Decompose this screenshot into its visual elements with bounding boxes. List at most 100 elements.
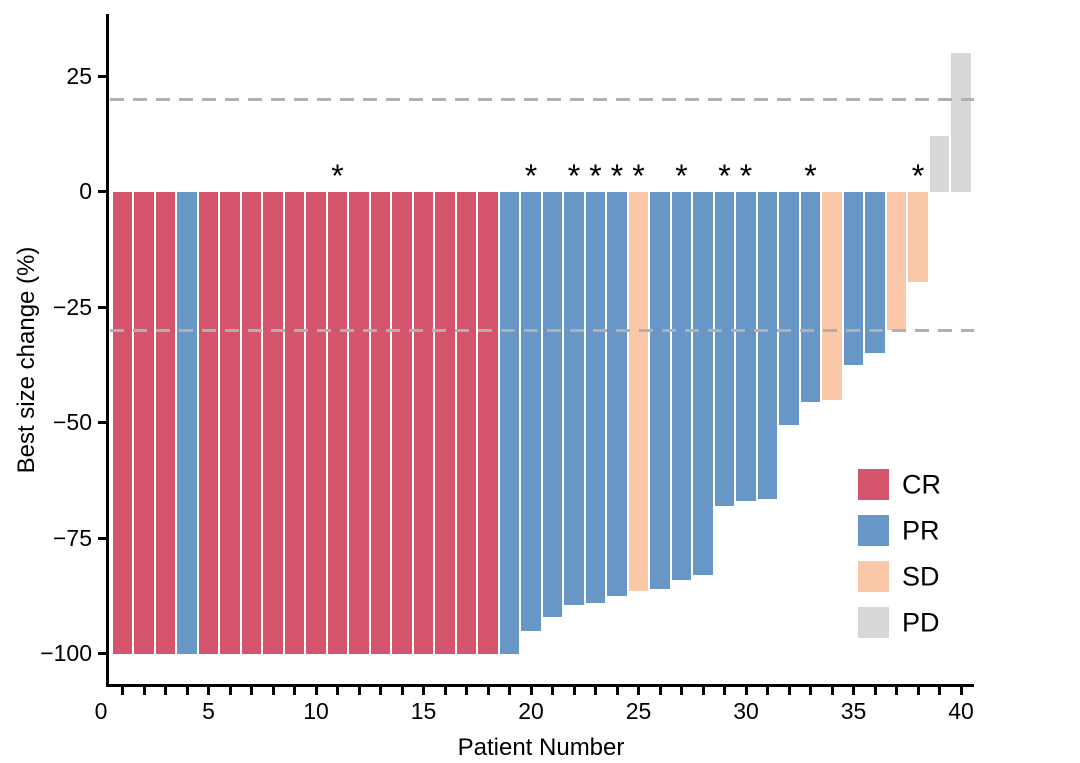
significance-asterisk-patient-23: * — [589, 158, 602, 194]
x-tick-label-0: 0 — [94, 698, 108, 724]
y-tick--25 — [98, 305, 106, 309]
bar-patient-12 — [349, 191, 369, 654]
significance-asterisk-patient-27: * — [675, 158, 688, 194]
legend-swatch-pd — [858, 607, 889, 638]
x-tick-11 — [336, 687, 339, 695]
y-axis-title: Best size change (%) — [13, 246, 40, 474]
bar-patient-37 — [886, 191, 907, 331]
x-tick-label-25: 25 — [625, 698, 652, 724]
x-tick-28 — [701, 687, 705, 695]
x-tick-40 — [959, 687, 963, 695]
x-tick-13 — [379, 687, 382, 695]
x-tick-24 — [615, 687, 619, 695]
x-tick-label-5: 5 — [202, 698, 215, 724]
legend-item-pr: PR — [858, 515, 978, 547]
y-tick--75 — [98, 536, 106, 540]
x-tick-30 — [744, 687, 748, 695]
x-tick-6 — [228, 687, 232, 695]
bar-patient-32 — [779, 191, 799, 425]
x-tick-34 — [830, 687, 834, 695]
x-tick-35 — [852, 687, 855, 695]
bar-patient-22 — [564, 191, 584, 606]
x-tick-10 — [314, 687, 318, 695]
bar-patient-27 — [671, 191, 692, 580]
legend-label-pr: PR — [902, 515, 940, 546]
bar-patient-40 — [951, 53, 971, 192]
x-tick-12 — [357, 687, 361, 695]
x-tick-21 — [551, 687, 554, 695]
bar-patient-10 — [306, 191, 326, 654]
bar-patient-15 — [413, 191, 434, 654]
bar-patient-26 — [650, 191, 670, 589]
legend-label-cr: CR — [902, 469, 941, 500]
bar-patient-39 — [929, 136, 950, 192]
bar-patient-17 — [456, 191, 477, 654]
bar-patient-25 — [628, 191, 649, 592]
x-tick-31 — [766, 687, 769, 695]
x-tick-25 — [637, 687, 640, 695]
x-tick-32 — [787, 687, 791, 695]
y-tick--50 — [98, 421, 106, 425]
x-tick-37 — [895, 687, 898, 695]
x-tick-label-20: 20 — [518, 698, 544, 724]
bar-patient-2 — [134, 191, 154, 654]
bar-patient-6 — [220, 191, 240, 654]
x-tick-22 — [572, 687, 576, 695]
significance-asterisk-patient-25: * — [632, 158, 645, 194]
x-tick-23 — [594, 687, 597, 695]
bar-patient-11 — [327, 191, 348, 654]
x-tick-7 — [250, 687, 253, 695]
x-tick-label-35: 35 — [840, 698, 867, 724]
y-tick-label--75: −75 — [52, 524, 92, 551]
x-tick-18 — [486, 687, 490, 695]
significance-asterisk-patient-20: * — [524, 158, 538, 194]
y-tick-label--100: −100 — [40, 640, 92, 667]
x-tick-29 — [723, 687, 726, 695]
x-tick-label-10: 10 — [303, 698, 329, 724]
x-tick-label-40: 40 — [948, 698, 974, 724]
x-tick-16 — [443, 687, 447, 695]
significance-asterisk-patient-11: * — [331, 158, 344, 194]
y-tick--100 — [98, 652, 106, 656]
x-tick-36 — [873, 687, 877, 695]
x-tick-3 — [164, 687, 167, 695]
bar-patient-5 — [198, 191, 219, 654]
x-tick-33 — [809, 687, 812, 695]
bar-patient-30 — [736, 191, 756, 502]
y-tick-label-0: 0 — [79, 178, 92, 205]
bar-patient-19 — [499, 191, 520, 654]
bar-patient-7 — [241, 191, 262, 654]
x-tick-15 — [422, 687, 425, 695]
x-tick-20 — [529, 687, 533, 695]
bar-patient-16 — [435, 191, 455, 654]
y-axis-line — [106, 14, 109, 687]
y-tick-0 — [98, 190, 106, 194]
legend-label-sd: SD — [902, 561, 940, 592]
bar-patient-29 — [714, 191, 735, 506]
significance-asterisk-patient-29: * — [718, 158, 731, 194]
bar-patient-34 — [822, 191, 842, 400]
y-tick-label-25: 25 — [66, 62, 92, 89]
x-tick-19 — [508, 687, 511, 695]
bar-patient-9 — [284, 191, 305, 654]
bar-patient-38 — [908, 191, 928, 282]
legend-swatch-pr — [858, 515, 889, 546]
x-tick-1 — [121, 687, 124, 695]
significance-asterisk-patient-24: * — [610, 158, 624, 194]
x-tick-27 — [680, 687, 683, 695]
bar-patient-21 — [542, 191, 563, 617]
y-tick-label--25: −25 — [52, 293, 92, 320]
bar-patient-23 — [585, 191, 606, 603]
legend-swatch-cr — [858, 469, 889, 500]
bar-patient-8 — [263, 191, 283, 654]
x-tick-26 — [658, 687, 662, 695]
bar-patient-33 — [800, 191, 821, 402]
bar-patient-14 — [392, 191, 412, 654]
bar-patient-36 — [865, 191, 885, 354]
x-tick-9 — [293, 687, 296, 695]
x-tick-38 — [916, 687, 920, 695]
x-axis-line — [106, 684, 974, 687]
bar-patient-20 — [521, 191, 541, 631]
x-tick-label-15: 15 — [410, 698, 437, 724]
